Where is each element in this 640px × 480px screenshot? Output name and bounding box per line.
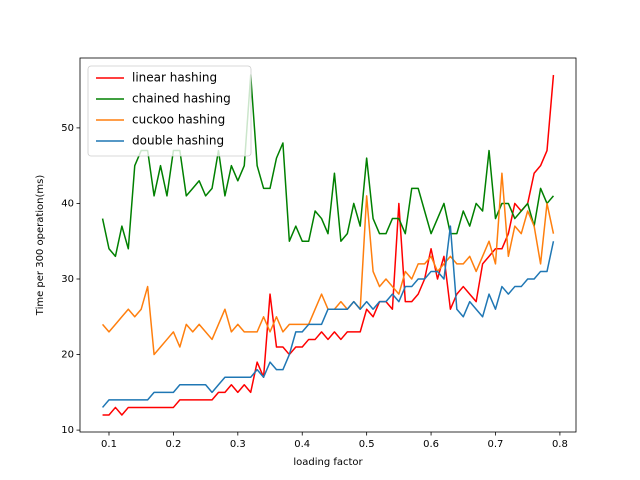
x-tick-label: 0.6: [423, 439, 439, 450]
legend-label: chained hashing: [132, 92, 231, 106]
plot-frame: [79, 57, 577, 433]
legend-box: [87, 65, 252, 157]
x-tick-label: 0.1: [101, 439, 117, 450]
series-line: [101, 225, 555, 408]
x-tick-label: 0.2: [165, 439, 181, 450]
x-tick-label: 0.3: [230, 439, 246, 450]
y-axis-label: Time per 300 operation(ms): [35, 175, 46, 317]
legend-label: double hashing: [132, 134, 224, 148]
y-tick-label: 50: [61, 123, 74, 134]
legend-label: linear hashing: [132, 71, 217, 85]
x-tick-label: 0.8: [552, 439, 568, 450]
y-tick-label: 40: [61, 198, 74, 209]
y-tick-label: 30: [61, 274, 74, 285]
x-tick-label: 0.7: [488, 439, 504, 450]
legend-label: cuckoo hashing: [132, 113, 225, 127]
y-tick-label: 20: [61, 350, 74, 361]
x-axis-label: loading factor: [293, 457, 363, 468]
y-tick-label: 10: [61, 425, 74, 436]
series-line: [102, 74, 555, 416]
x-tick-label: 0.4: [294, 439, 310, 450]
x-tick-label: 0.5: [359, 439, 375, 450]
